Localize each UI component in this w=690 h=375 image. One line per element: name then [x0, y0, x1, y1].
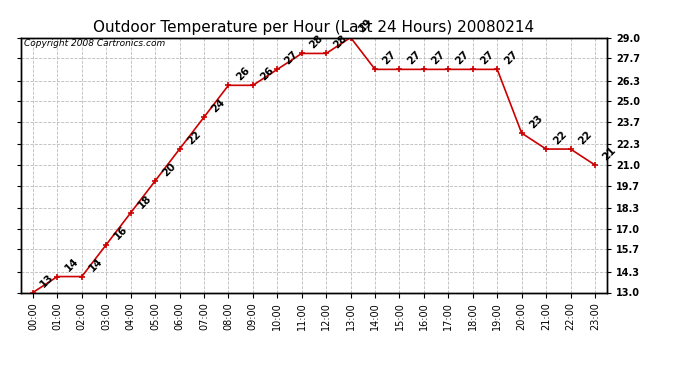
Text: 22: 22 [185, 129, 202, 146]
Text: 28: 28 [332, 33, 349, 51]
Text: 27: 27 [283, 49, 300, 67]
Text: 18: 18 [136, 193, 154, 210]
Text: 24: 24 [210, 97, 227, 114]
Text: 14: 14 [63, 256, 80, 274]
Text: 14: 14 [88, 256, 105, 274]
Text: 21: 21 [600, 145, 618, 162]
Text: 26: 26 [259, 65, 276, 82]
Text: 27: 27 [381, 49, 398, 67]
Title: Outdoor Temperature per Hour (Last 24 Hours) 20080214: Outdoor Temperature per Hour (Last 24 Ho… [93, 20, 535, 35]
Text: 27: 27 [478, 49, 495, 67]
Text: 22: 22 [552, 129, 569, 146]
Text: 27: 27 [405, 49, 422, 67]
Text: 29: 29 [356, 18, 373, 35]
Text: Copyright 2008 Cartronics.com: Copyright 2008 Cartronics.com [23, 39, 165, 48]
Text: 13: 13 [39, 272, 56, 290]
Text: 22: 22 [576, 129, 593, 146]
Text: 23: 23 [527, 113, 544, 130]
Text: 26: 26 [234, 65, 251, 82]
Text: 27: 27 [454, 49, 471, 67]
Text: 27: 27 [503, 49, 520, 67]
Text: 28: 28 [307, 33, 324, 51]
Text: 16: 16 [112, 225, 129, 242]
Text: 27: 27 [429, 49, 447, 67]
Text: 20: 20 [161, 161, 178, 178]
